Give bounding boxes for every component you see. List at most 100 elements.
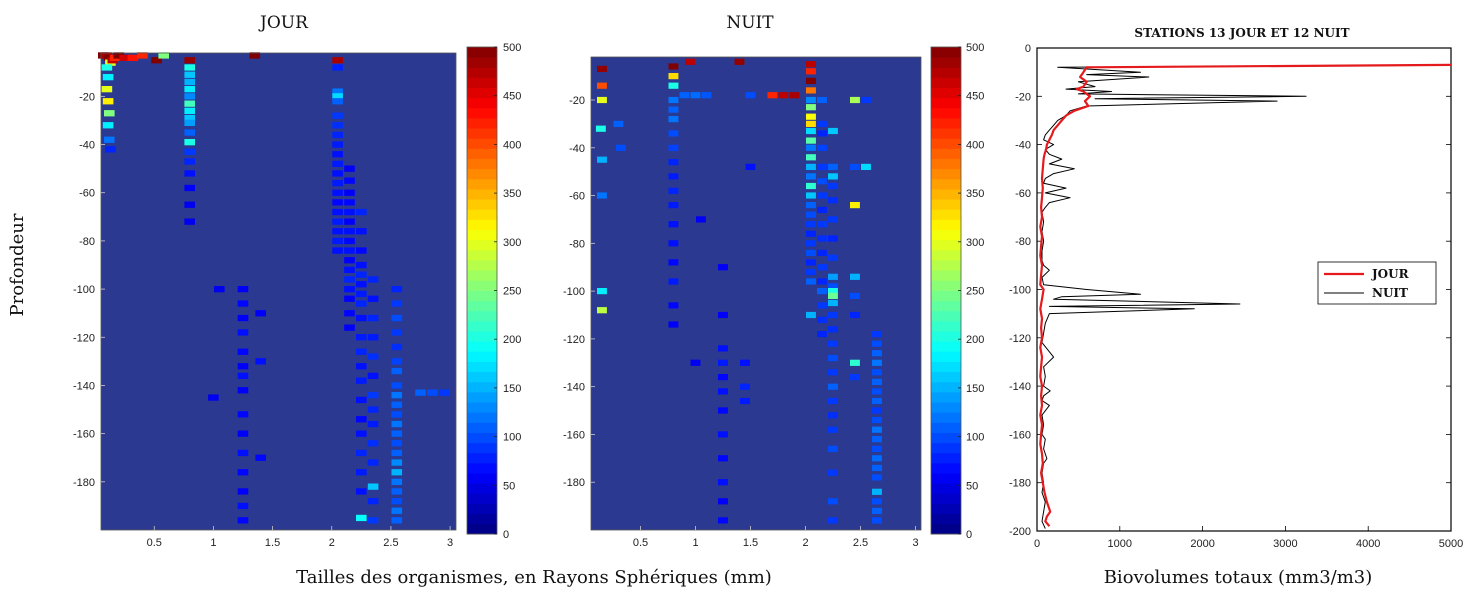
colorbar-segment — [467, 371, 497, 383]
colorbar-segment — [931, 158, 961, 170]
heatmap-cell — [806, 230, 816, 237]
heatmap-cell — [872, 350, 882, 357]
colorbar-segment — [931, 371, 961, 383]
colorbar-segment — [931, 280, 961, 291]
colorbar-segment — [931, 290, 961, 302]
legend-label-jour: JOUR — [1371, 267, 1410, 281]
heatmap-cell — [356, 247, 367, 254]
colorbar-segment — [931, 107, 961, 119]
colorbar-segment — [931, 199, 961, 210]
heatmap-background — [101, 53, 456, 530]
heatmap-cell — [817, 120, 827, 127]
heatmap-cell — [415, 389, 426, 396]
heatmap-cell — [367, 406, 379, 413]
colorbar-segment — [931, 351, 961, 362]
heatmap-cell — [101, 86, 113, 93]
colorbar-segment — [931, 57, 961, 68]
heatmap-cell — [344, 257, 355, 264]
heatmap-cell — [151, 57, 162, 64]
ytick-label: 0 — [1025, 43, 1031, 55]
heatmap-cell — [367, 295, 379, 302]
colorbar-segment — [467, 331, 497, 342]
heatmap-cell — [367, 276, 379, 283]
heatmap-cell — [668, 302, 679, 309]
heatmap-cell — [391, 286, 403, 293]
ylabel-profondeur: Profondeur — [7, 213, 28, 316]
heatmap-cell — [137, 52, 148, 59]
colorbar-tick-label: 50 — [966, 480, 978, 492]
ytick-label: -140 — [1009, 381, 1031, 393]
xtick-label: 2000 — [1190, 538, 1214, 550]
heatmap-cell — [391, 440, 403, 447]
colorbar-segment — [467, 47, 497, 58]
colorbar-segment — [467, 513, 497, 525]
heatmap-cell — [872, 464, 882, 471]
colorbar-segment — [467, 209, 497, 220]
heatmap-cell — [668, 187, 679, 194]
heatmap-cell — [806, 211, 816, 218]
heatmap-cell — [828, 354, 838, 362]
heatmap-cell — [872, 488, 882, 495]
heatmap-cell — [778, 92, 789, 99]
colorbar-segment — [931, 523, 961, 535]
xtick-label: 1.5 — [265, 537, 280, 549]
heatmap-cell — [679, 92, 690, 99]
xtick-label: 1.5 — [743, 537, 758, 549]
heatmap-cell — [184, 86, 195, 93]
heatmap-cell — [367, 440, 379, 447]
title-jour: JOUR — [258, 13, 309, 33]
xtick-label: 3000 — [1273, 538, 1297, 550]
heatmap-cell — [332, 131, 343, 139]
heatmap-cell — [391, 392, 403, 399]
heatmap-cell — [332, 189, 343, 196]
colorbar-segment — [931, 300, 961, 312]
heatmap-cell — [356, 228, 367, 235]
colorbar-segment — [931, 47, 961, 58]
ytick-label: -20 — [569, 95, 585, 107]
ytick-label: -60 — [569, 191, 585, 203]
heatmap-cell — [356, 300, 367, 307]
colorbar-tick-label: 0 — [503, 529, 509, 541]
heatmap-cell — [367, 483, 379, 490]
heatmap-cell — [828, 216, 838, 223]
ytick-label: -100 — [1009, 285, 1031, 297]
heatmap-cell — [367, 334, 379, 341]
heatmap-cell — [344, 286, 355, 293]
heatmap-cell — [367, 353, 379, 360]
heatmap-cell — [828, 369, 838, 376]
heatmap-cell — [872, 340, 882, 347]
heatmap-cell — [255, 358, 266, 365]
heatmap-cell — [806, 259, 816, 266]
ytick-label: -40 — [1015, 140, 1031, 152]
colorbar-segment — [467, 199, 497, 210]
heatmap-cell — [184, 158, 195, 165]
ytick-label: -40 — [79, 140, 95, 152]
xtick-label: 0.5 — [147, 537, 162, 549]
colorbar-segment — [931, 402, 961, 413]
heatmap-cell — [806, 113, 816, 120]
colorbar-segment — [467, 178, 497, 190]
heatmap-cell — [119, 54, 130, 61]
heatmap-cell — [356, 416, 367, 423]
colorbar-segment — [467, 432, 497, 444]
heatmap-cell — [685, 58, 695, 65]
heatmap-cell — [828, 397, 838, 405]
heatmap-cell — [237, 469, 249, 476]
colorbar-tick-label: 300 — [966, 237, 984, 249]
colorbar-segment — [931, 483, 961, 494]
heatmap-cell — [356, 334, 367, 341]
xtick-label: 2 — [802, 537, 808, 549]
heatmap-cell — [237, 286, 249, 293]
xtick-label: 0 — [1034, 538, 1040, 550]
heatmap-cell — [344, 177, 355, 184]
heatmap-cell — [332, 122, 343, 129]
colorbar-segment — [931, 189, 961, 200]
colorbar-segment — [467, 422, 497, 433]
heatmap-cell — [391, 401, 403, 408]
heatmap-cell — [344, 266, 355, 273]
heatmap-cell — [872, 474, 882, 481]
colorbar-segment — [467, 189, 497, 200]
heatmap-cell — [767, 92, 778, 99]
heatmap-cell — [872, 455, 882, 462]
colorbar-segment — [467, 462, 497, 474]
